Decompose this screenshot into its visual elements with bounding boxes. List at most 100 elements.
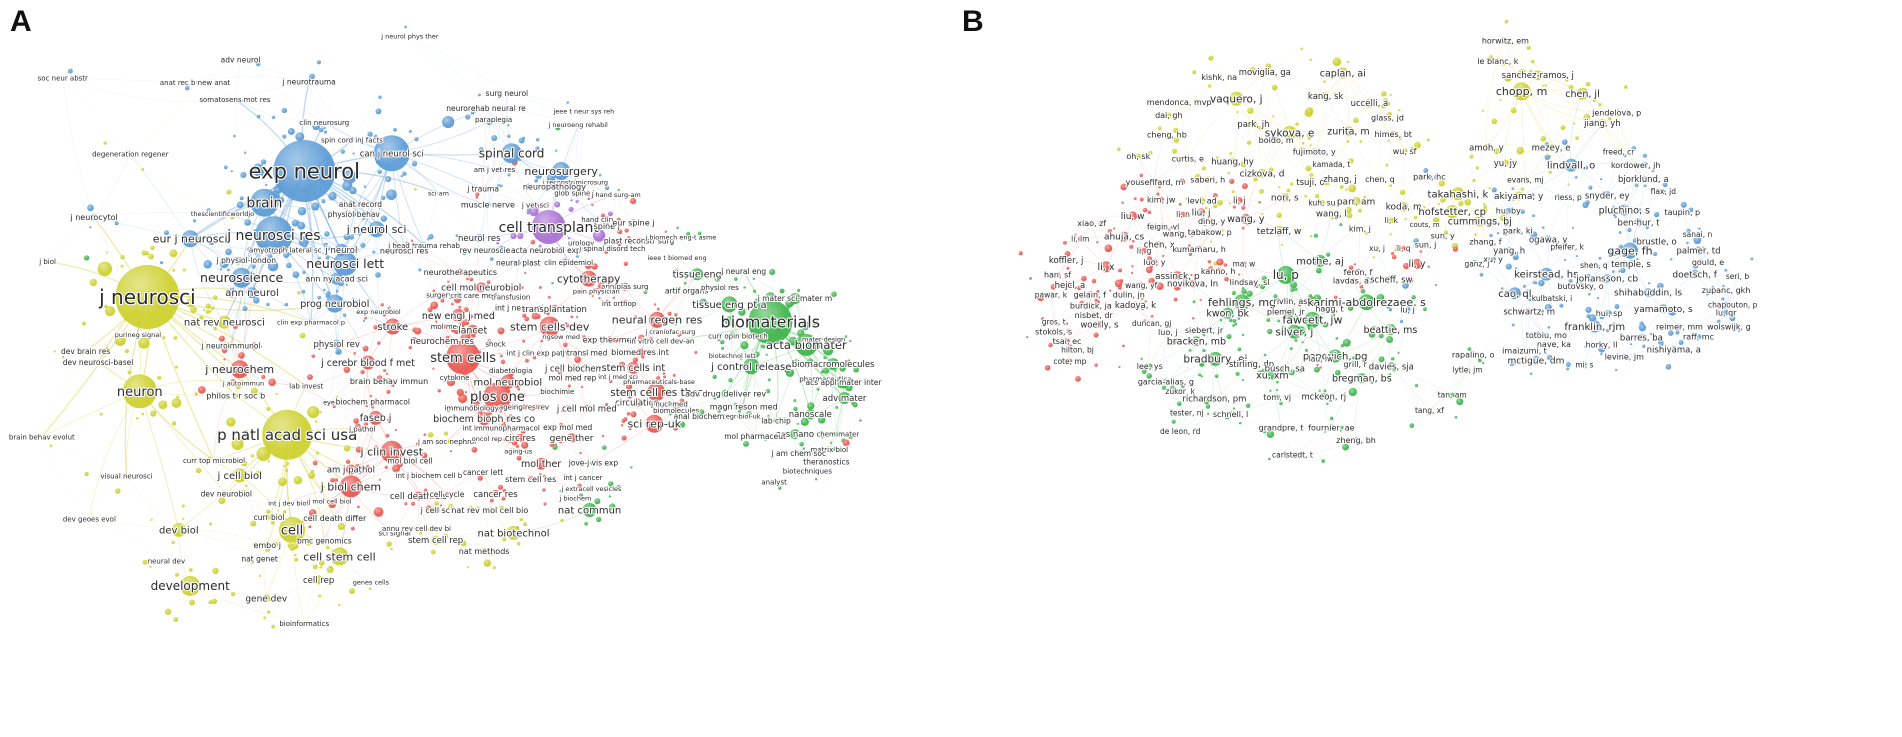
network-node-minor[interactable] — [195, 467, 202, 474]
network-node-minor[interactable] — [656, 307, 660, 311]
network-node-minor[interactable] — [1173, 283, 1181, 291]
network-node-minor[interactable] — [1332, 75, 1335, 79]
network-node-minor[interactable] — [656, 376, 661, 381]
network-node-minor[interactable] — [1167, 273, 1174, 280]
network-node-minor[interactable] — [1209, 240, 1213, 243]
network-node-minor[interactable] — [1216, 258, 1224, 266]
network-node-minor[interactable] — [218, 497, 226, 505]
network-node-minor[interactable] — [1729, 315, 1736, 322]
network-node-minor[interactable] — [1620, 267, 1626, 274]
network-node-minor[interactable] — [623, 261, 628, 266]
network-node[interactable]: can j neurol sci — [373, 135, 410, 172]
network-node-minor[interactable] — [1414, 383, 1419, 388]
network-node[interactable]: evans, mj — [1522, 177, 1529, 183]
network-node-minor[interactable] — [1534, 281, 1538, 285]
network-node-minor[interactable] — [1520, 209, 1525, 214]
network-node-minor[interactable] — [507, 438, 513, 443]
network-node-minor[interactable] — [598, 296, 601, 300]
network-node-minor[interactable] — [519, 517, 523, 522]
network-node-minor[interactable] — [319, 565, 322, 569]
network-node[interactable]: stirling, dp — [1248, 360, 1255, 368]
network-node[interactable]: eur spine j — [630, 219, 637, 227]
network-node-minor[interactable] — [1508, 359, 1516, 367]
network-node-minor[interactable] — [340, 149, 345, 154]
network-node-minor[interactable] — [560, 518, 564, 522]
network-node-minor[interactable] — [400, 174, 403, 178]
network-node[interactable]: neurol res — [475, 234, 484, 243]
network-node-minor[interactable] — [1566, 367, 1570, 371]
network-node[interactable]: xiao, zf — [1088, 220, 1095, 227]
network-node-minor[interactable] — [1572, 122, 1576, 125]
network-node[interactable]: kanno, h — [1214, 267, 1222, 275]
network-node-minor[interactable] — [1526, 193, 1530, 196]
network-node-minor[interactable] — [545, 310, 550, 316]
network-node-minor[interactable] — [299, 332, 306, 339]
network-node-minor[interactable] — [1702, 246, 1705, 249]
network-node[interactable]: fournier, ae — [1328, 424, 1335, 431]
network-node-minor[interactable] — [350, 526, 355, 531]
network-node-minor[interactable] — [1156, 282, 1164, 291]
network-node-minor[interactable] — [231, 437, 244, 451]
network-node[interactable]: schnell, l — [1227, 411, 1234, 418]
network-node-minor[interactable] — [1405, 276, 1414, 284]
network-node-minor[interactable] — [326, 291, 331, 296]
network-node-minor[interactable] — [1498, 208, 1503, 213]
network-node[interactable]: visual neurosci — [125, 474, 128, 478]
network-node-minor[interactable] — [449, 450, 453, 453]
network-node-minor[interactable] — [509, 413, 512, 417]
network-node[interactable]: anal biochem — [696, 414, 702, 419]
network-node[interactable]: mi, s — [1582, 362, 1587, 368]
network-node-minor[interactable] — [266, 406, 271, 411]
network-node[interactable]: cancer lett — [480, 469, 486, 476]
network-node[interactable]: ganz, j — [1474, 261, 1480, 267]
network-node[interactable]: kang, sk — [1322, 92, 1330, 100]
network-node-minor[interactable] — [497, 183, 501, 187]
network-node-minor[interactable] — [582, 335, 586, 339]
network-node[interactable]: j biochem — [573, 496, 578, 501]
network-node-minor[interactable] — [483, 559, 491, 567]
network-node-minor[interactable] — [547, 295, 551, 299]
network-node[interactable]: tan, am — [1449, 392, 1455, 398]
network-node-minor[interactable] — [1365, 441, 1368, 445]
network-node-minor[interactable] — [226, 268, 230, 272]
network-node[interactable]: garcia-alias, g — [1162, 378, 1169, 385]
network-node-minor[interactable] — [538, 285, 542, 289]
network-node-minor[interactable] — [1263, 430, 1267, 434]
network-node-minor[interactable] — [630, 198, 637, 205]
network-node-minor[interactable] — [194, 392, 198, 396]
network-node-minor[interactable] — [769, 268, 776, 276]
network-node-minor[interactable] — [378, 95, 382, 99]
network-node[interactable]: dev geoes evol — [88, 517, 91, 520]
network-node-minor[interactable] — [630, 466, 633, 469]
network-node[interactable]: butovsky, o — [1577, 282, 1584, 290]
network-node-minor[interactable] — [600, 213, 606, 218]
network-node-minor[interactable] — [309, 556, 314, 561]
network-node[interactable]: ageing res rev — [521, 404, 527, 410]
network-node-minor[interactable] — [1326, 252, 1331, 257]
network-node[interactable]: biochem pharmacol — [370, 399, 375, 404]
network-node-minor[interactable] — [250, 454, 255, 458]
network-node[interactable]: li, y — [1412, 258, 1422, 269]
network-node-minor[interactable] — [724, 316, 735, 326]
network-node-minor[interactable] — [469, 505, 473, 509]
network-node-minor[interactable] — [1588, 314, 1597, 322]
network-node-minor[interactable] — [256, 446, 271, 462]
network-node-minor[interactable] — [1409, 423, 1415, 428]
network-node-minor[interactable] — [1665, 363, 1672, 370]
network-node-minor[interactable] — [1139, 173, 1144, 178]
network-node-minor[interactable] — [89, 278, 98, 287]
network-node-minor[interactable] — [1496, 231, 1500, 235]
network-node-minor[interactable] — [158, 376, 162, 380]
network-node[interactable]: glass, jd — [1384, 114, 1391, 121]
network-node-minor[interactable] — [1682, 274, 1685, 277]
network-node[interactable]: j neuroimmunol — [228, 342, 235, 349]
network-node[interactable]: yousefifard, m — [1151, 178, 1158, 186]
network-node-minor[interactable] — [362, 345, 369, 352]
network-node-minor[interactable] — [326, 546, 330, 550]
network-node-minor[interactable] — [1224, 276, 1229, 282]
network-node-minor[interactable] — [1374, 129, 1377, 133]
network-node-minor[interactable] — [1064, 250, 1071, 257]
network-node-minor[interactable] — [208, 239, 215, 246]
network-node-minor[interactable] — [1646, 223, 1650, 227]
network-node[interactable]: rigsow med — [559, 334, 564, 339]
